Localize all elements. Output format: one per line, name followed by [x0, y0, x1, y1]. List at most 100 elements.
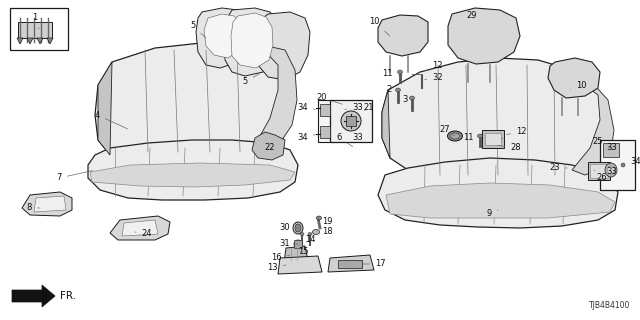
Text: 12: 12: [507, 127, 527, 137]
Text: 34: 34: [623, 157, 640, 166]
Ellipse shape: [300, 233, 304, 236]
Polygon shape: [47, 38, 53, 44]
Ellipse shape: [621, 163, 625, 167]
Polygon shape: [95, 42, 290, 158]
Text: 28: 28: [498, 143, 520, 153]
Text: 18: 18: [316, 228, 333, 236]
Text: 5: 5: [243, 73, 260, 86]
Polygon shape: [386, 183, 615, 218]
Polygon shape: [448, 8, 520, 64]
Text: 10: 10: [369, 18, 390, 36]
Text: 16: 16: [271, 253, 290, 262]
Text: 6: 6: [337, 133, 353, 147]
Polygon shape: [231, 13, 273, 68]
Bar: [294, 240, 302, 248]
Bar: [338, 260, 362, 268]
Text: 5: 5: [191, 21, 206, 38]
Bar: [320, 104, 330, 116]
Bar: [330, 100, 372, 142]
Polygon shape: [278, 256, 322, 274]
Text: 34: 34: [298, 133, 316, 142]
Polygon shape: [110, 216, 170, 240]
Ellipse shape: [397, 70, 403, 74]
Polygon shape: [17, 38, 23, 44]
Text: 9: 9: [487, 210, 498, 219]
Ellipse shape: [477, 134, 483, 138]
Text: 33: 33: [344, 128, 363, 142]
Text: 13: 13: [268, 263, 286, 273]
Polygon shape: [27, 38, 33, 44]
Polygon shape: [255, 44, 297, 148]
Text: 33: 33: [606, 143, 617, 153]
Polygon shape: [98, 62, 112, 155]
Text: 2: 2: [387, 85, 399, 94]
Ellipse shape: [447, 131, 463, 141]
Polygon shape: [256, 12, 310, 80]
Ellipse shape: [293, 222, 303, 234]
Bar: [590, 164, 608, 178]
Ellipse shape: [605, 163, 617, 177]
Text: 7: 7: [56, 171, 92, 182]
Text: 3: 3: [403, 95, 412, 105]
Text: 25: 25: [593, 138, 610, 148]
Text: 4: 4: [95, 110, 127, 129]
Text: 30: 30: [280, 223, 298, 233]
Polygon shape: [196, 8, 252, 68]
Polygon shape: [37, 38, 43, 44]
Bar: [485, 133, 501, 145]
Bar: [603, 143, 619, 157]
Ellipse shape: [396, 88, 401, 92]
Bar: [482, 130, 504, 148]
Ellipse shape: [308, 233, 312, 236]
Text: 11: 11: [463, 133, 481, 142]
Text: 31: 31: [280, 239, 298, 249]
Polygon shape: [382, 58, 610, 180]
Text: 14: 14: [305, 236, 316, 244]
Polygon shape: [204, 14, 244, 58]
Text: 21: 21: [363, 103, 374, 113]
Text: 20: 20: [317, 93, 342, 104]
Text: 12: 12: [424, 61, 442, 71]
Bar: [588, 162, 610, 180]
Text: 24: 24: [135, 229, 152, 238]
Text: TJB4B4100: TJB4B4100: [589, 301, 630, 310]
Polygon shape: [34, 196, 66, 212]
Ellipse shape: [317, 216, 321, 220]
Text: 23: 23: [549, 164, 567, 172]
Bar: [346, 116, 356, 126]
Bar: [318, 100, 332, 142]
Polygon shape: [252, 132, 285, 160]
Text: 10: 10: [571, 81, 586, 90]
Text: 15: 15: [298, 247, 308, 257]
Bar: [10, 8, 68, 50]
Text: FR.: FR.: [60, 291, 76, 301]
Ellipse shape: [312, 229, 319, 235]
Polygon shape: [378, 15, 428, 56]
Polygon shape: [328, 255, 374, 272]
Polygon shape: [22, 192, 72, 216]
Ellipse shape: [410, 96, 415, 100]
Text: 32: 32: [425, 74, 443, 83]
Polygon shape: [18, 22, 52, 38]
Text: 11: 11: [383, 69, 403, 78]
Polygon shape: [12, 285, 55, 307]
Text: 29: 29: [466, 11, 477, 20]
Bar: [320, 126, 330, 138]
Ellipse shape: [295, 224, 301, 232]
Polygon shape: [562, 68, 614, 175]
Text: 33: 33: [606, 167, 617, 177]
Ellipse shape: [607, 166, 614, 174]
Polygon shape: [284, 246, 308, 262]
Text: 26: 26: [594, 170, 607, 182]
Polygon shape: [382, 90, 390, 158]
Polygon shape: [122, 220, 158, 236]
Text: 22: 22: [264, 143, 275, 153]
Polygon shape: [548, 58, 600, 98]
Text: 8: 8: [27, 204, 40, 212]
Text: 34: 34: [298, 102, 316, 111]
Polygon shape: [88, 140, 298, 200]
Text: 17: 17: [363, 260, 386, 268]
Ellipse shape: [294, 240, 302, 248]
Ellipse shape: [341, 111, 361, 131]
Text: 1: 1: [32, 13, 39, 29]
